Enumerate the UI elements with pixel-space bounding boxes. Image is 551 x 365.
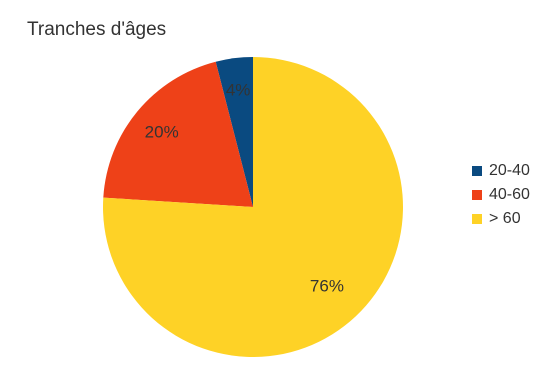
legend-label-20-40: 20-40 (489, 162, 530, 179)
pie-slice-over-60 (103, 57, 404, 357)
legend-label-over-60: > 60 (489, 210, 521, 227)
legend-item-over-60: > 60 (472, 207, 530, 231)
slice-label-over-60: 76% (310, 277, 344, 296)
slice-label-40-60: 20% (145, 122, 179, 141)
legend-item-40-60: 40-60 (472, 183, 530, 207)
legend-swatch-40-60 (472, 190, 482, 200)
pie-slice-20-40 (215, 57, 253, 207)
legend-label-40-60: 40-60 (489, 186, 530, 203)
pie-slice-40-60 (103, 61, 253, 207)
legend-swatch-20-40 (472, 166, 482, 176)
legend: 20-40 40-60 > 60 (472, 159, 530, 231)
legend-swatch-over-60 (472, 214, 482, 224)
legend-item-20-40: 20-40 (472, 159, 530, 183)
chart-title: Tranches d'âges (27, 19, 167, 40)
slice-label-20-40: 4% (226, 80, 251, 99)
